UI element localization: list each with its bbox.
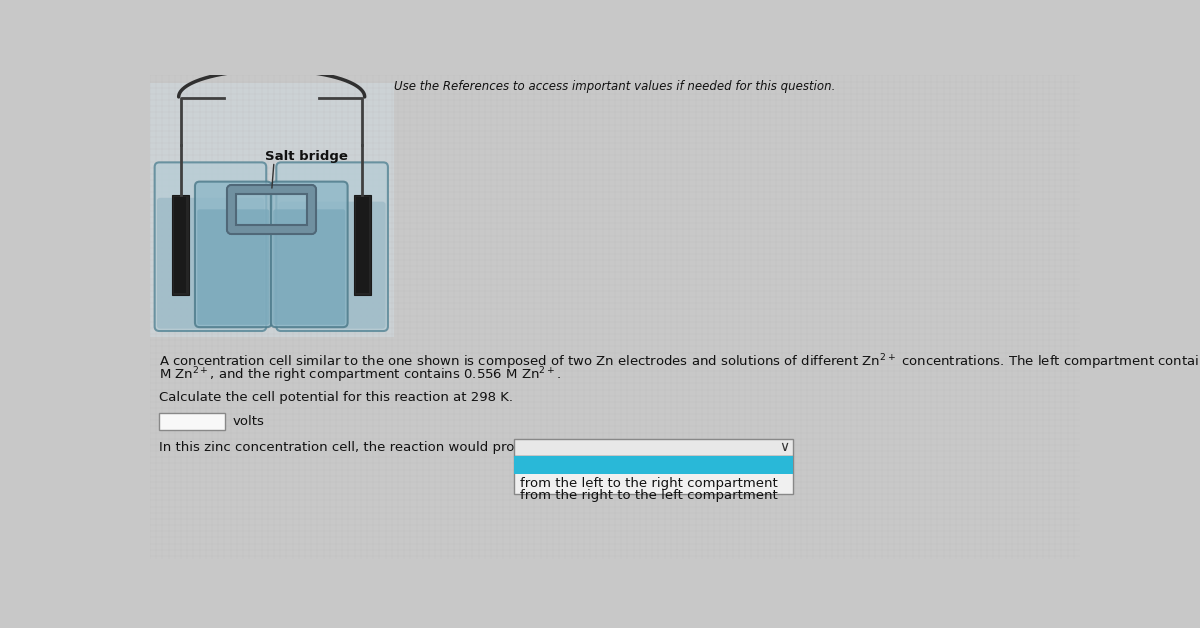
Text: from the left to the right compartment: from the left to the right compartment bbox=[521, 477, 779, 490]
Text: Calculate the cell potential for this reaction at 298 K.: Calculate the cell potential for this re… bbox=[160, 391, 514, 404]
Text: A concentration cell similar to the one shown is composed of two Zn electrodes a: A concentration cell similar to the one … bbox=[160, 352, 1200, 372]
Text: Use the References to access important values if needed for this question.: Use the References to access important v… bbox=[395, 80, 835, 93]
FancyBboxPatch shape bbox=[276, 163, 388, 331]
Bar bbox=[515, 439, 793, 456]
Bar bbox=[174, 197, 186, 293]
Bar bbox=[515, 456, 793, 494]
Text: In this zinc concentration cell, the reaction would proceed spontaneously: In this zinc concentration cell, the rea… bbox=[160, 441, 648, 454]
Bar bbox=[356, 197, 368, 293]
FancyBboxPatch shape bbox=[271, 181, 348, 327]
Bar bbox=[172, 195, 188, 295]
Bar bbox=[354, 195, 371, 295]
FancyBboxPatch shape bbox=[155, 163, 266, 331]
Text: volts: volts bbox=[232, 414, 264, 428]
Bar bbox=[150, 83, 394, 337]
Text: from the right to the left compartment: from the right to the left compartment bbox=[521, 489, 779, 502]
Text: Salt bridge: Salt bridge bbox=[265, 149, 348, 163]
Text: ∨: ∨ bbox=[779, 440, 790, 454]
FancyBboxPatch shape bbox=[194, 181, 271, 327]
FancyBboxPatch shape bbox=[274, 209, 346, 325]
FancyBboxPatch shape bbox=[157, 198, 264, 328]
Text: M Zn$\mathregular{^{2+}}$, and the right compartment contains 0.556 M Zn$\mathre: M Zn$\mathregular{^{2+}}$, and the right… bbox=[160, 365, 562, 385]
Bar bbox=[515, 456, 793, 474]
FancyBboxPatch shape bbox=[197, 209, 269, 325]
Bar bbox=[160, 413, 226, 430]
FancyBboxPatch shape bbox=[278, 202, 385, 328]
